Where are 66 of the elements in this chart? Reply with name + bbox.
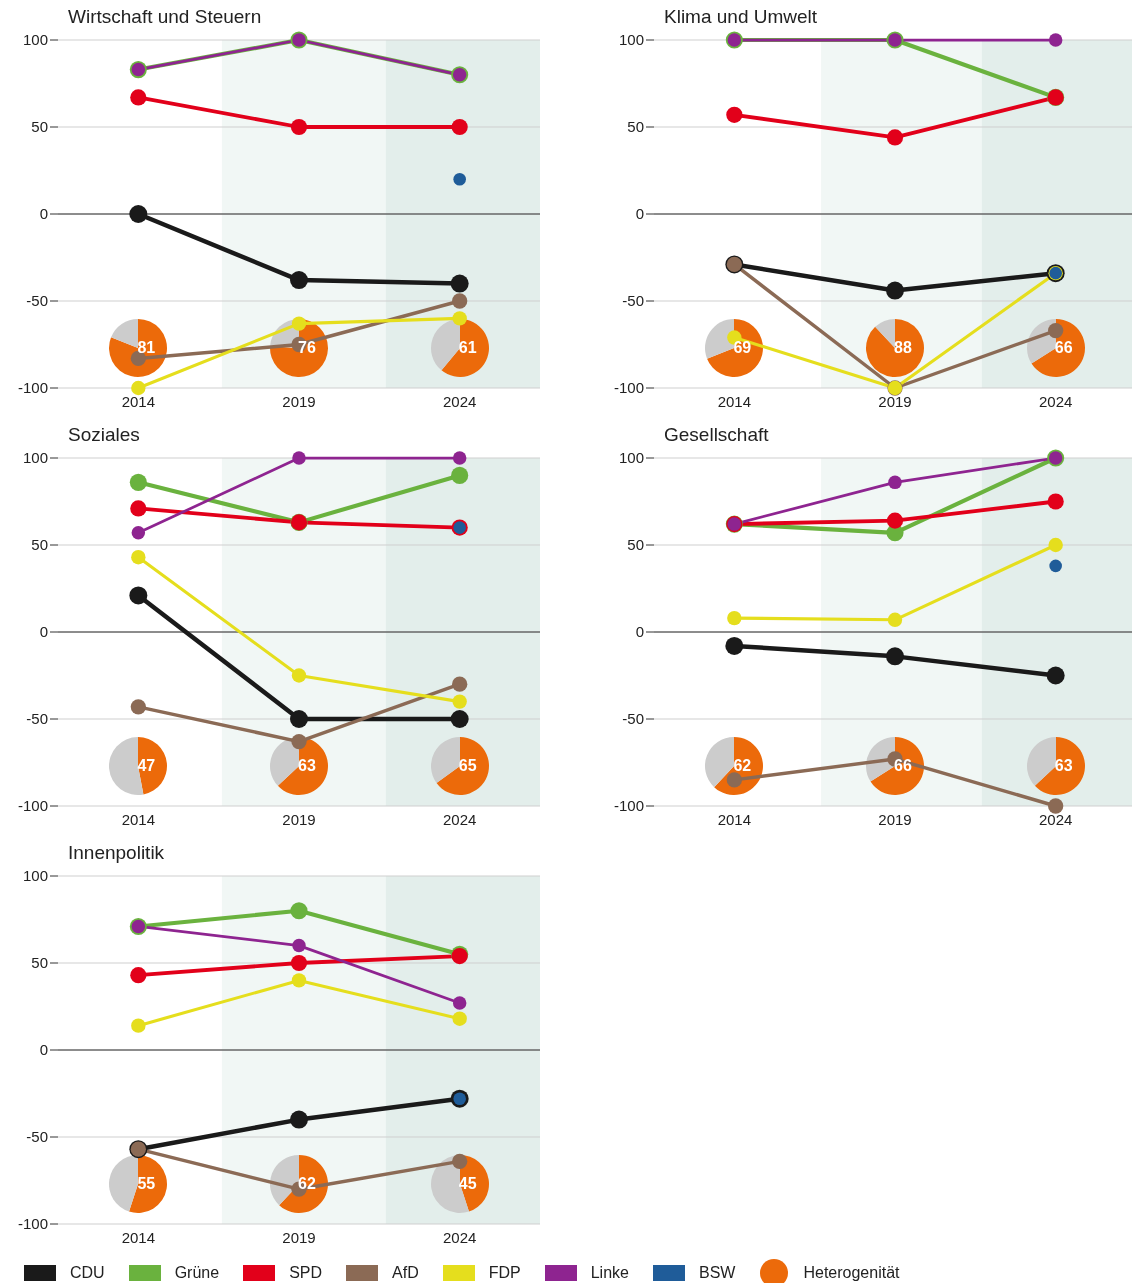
y-tick-label: 50 (627, 536, 644, 554)
y-tick-label: 50 (31, 118, 48, 136)
y-tick-label: 0 (39, 205, 48, 223)
x-tick-label: 2019 (878, 392, 912, 410)
x-tick-label: 2024 (442, 392, 477, 410)
legend-label: Linke (590, 1264, 629, 1282)
x-tick-label: 2024 (1038, 392, 1073, 410)
y-tick-label: 0 (635, 205, 644, 223)
data-label: 76 (298, 338, 316, 358)
x-tick-label: 2024 (442, 810, 477, 828)
y-tick-label: -50 (26, 1128, 48, 1146)
x-tick-label: 2014 (121, 1228, 156, 1246)
y-tick-label: -100 (613, 797, 644, 815)
data-label: 81 (137, 338, 156, 358)
legend-label: SPD (289, 1264, 323, 1282)
data-label: 65 (458, 756, 477, 776)
y-tick-label: -100 (17, 379, 48, 397)
x-tick-label: 2014 (121, 810, 156, 828)
y-tick-label: -100 (17, 1215, 48, 1233)
y-tick-label: 50 (31, 536, 48, 554)
y-tick-label: 50 (627, 118, 644, 136)
y-tick-label: 50 (31, 954, 48, 972)
data-label: 69 (733, 338, 752, 358)
y-tick-label: 100 (22, 867, 48, 885)
legend-label: Heterogenität (803, 1264, 900, 1282)
x-tick-label: 2014 (717, 810, 752, 828)
data-label: 88 (894, 338, 912, 358)
data-label: 55 (137, 1174, 156, 1194)
legend-label: Grüne (174, 1264, 220, 1282)
y-tick-label: 100 (618, 31, 644, 49)
x-tick-label: 2024 (442, 1228, 477, 1246)
x-tick-label: 2019 (282, 392, 316, 410)
x-tick-label: 2024 (1038, 810, 1073, 828)
data-label: 62 (733, 756, 752, 776)
data-label: 66 (894, 756, 912, 776)
x-tick-label: 2014 (717, 392, 752, 410)
chart-title: Soziales (68, 424, 140, 446)
y-tick-label: -50 (26, 292, 48, 310)
y-tick-label: -50 (622, 710, 644, 728)
y-tick-label: -100 (613, 379, 644, 397)
chart-title: Innenpolitik (68, 842, 165, 864)
x-tick-label: 2019 (878, 810, 912, 828)
legend-label: CDU (70, 1264, 105, 1282)
y-tick-label: 0 (39, 1041, 48, 1059)
chart-title: Klima und Umwelt (664, 6, 818, 28)
data-label: 62 (298, 1174, 316, 1194)
y-tick-label: -50 (26, 710, 48, 728)
y-tick-label: 100 (22, 449, 48, 467)
chart-title: Gesellschaft (664, 424, 769, 446)
x-tick-label: 2019 (282, 1228, 316, 1246)
x-tick-label: 2019 (282, 810, 316, 828)
y-tick-label: -50 (622, 292, 644, 310)
data-label: 63 (1054, 756, 1073, 776)
y-tick-label: 100 (22, 31, 48, 49)
chart-title: Wirtschaft und Steuern (68, 6, 262, 28)
data-label: 61 (458, 338, 477, 358)
y-tick-label: 0 (635, 623, 644, 641)
data-label: 63 (298, 756, 316, 776)
legend-label: AfD (392, 1264, 419, 1282)
y-tick-label: 100 (618, 449, 644, 467)
legend-label: BSW (698, 1264, 736, 1282)
data-label: 66 (1054, 338, 1073, 358)
y-tick-label: -100 (17, 797, 48, 815)
y-tick-label: 0 (39, 623, 48, 641)
legend-label: FDP (488, 1264, 521, 1282)
x-tick-label: 2014 (121, 392, 156, 410)
